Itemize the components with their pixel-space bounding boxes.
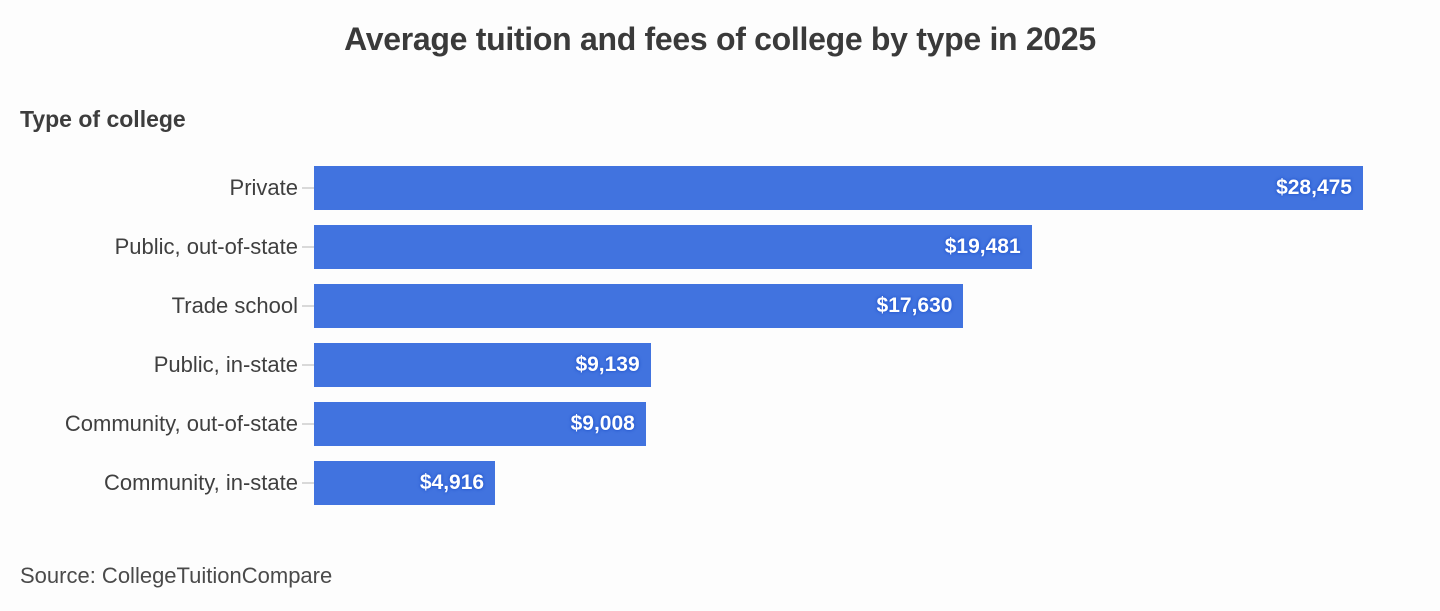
category-label: Public, out-of-state <box>114 234 298 259</box>
value-label: $9,139 <box>575 353 640 376</box>
category-label: Private <box>229 175 298 200</box>
bar: $9,139 <box>314 343 651 387</box>
y-axis-title: Type of college <box>20 106 186 132</box>
bar: $9,008 <box>314 402 646 446</box>
chart-row: Community, out-of-state $9,008 <box>0 402 1440 446</box>
bar: $19,481 <box>314 225 1032 269</box>
chart-title: Average tuition and fees of college by t… <box>344 21 1096 57</box>
bar-track: $19,481 <box>314 225 1363 269</box>
plot-area: Private $28,475 Public, out-of-state $19… <box>0 166 1440 505</box>
bar-track: $9,008 <box>314 402 1363 446</box>
bar-track: $17,630 <box>314 284 1363 328</box>
category-label: Public, in-state <box>153 352 298 377</box>
axis-tick <box>302 305 314 307</box>
axis-tick <box>302 187 314 189</box>
axis-tick <box>302 482 314 484</box>
chart-row: Private $28,475 <box>0 166 1440 210</box>
value-label: $17,630 <box>876 294 953 317</box>
chart-row: Trade school $17,630 <box>0 284 1440 328</box>
bar-track: $4,916 <box>314 461 1363 505</box>
bar: $4,916 <box>314 461 496 505</box>
chart-row: Community, in-state $4,916 <box>0 461 1440 505</box>
value-label: $9,008 <box>570 412 635 435</box>
bar: $28,475 <box>314 166 1363 210</box>
category-label: Community, out-of-state <box>64 411 298 436</box>
bar-track: $28,475 <box>314 166 1363 210</box>
axis-tick <box>302 423 314 425</box>
value-label: $28,475 <box>1276 176 1352 199</box>
category-label: Trade school <box>171 293 298 318</box>
chart-row: Public, in-state $9,139 <box>0 343 1440 387</box>
chart-row: Public, out-of-state $19,481 <box>0 225 1440 269</box>
axis-tick <box>302 364 314 366</box>
category-label: Community, in-state <box>104 470 298 495</box>
source-note: Source: CollegeTuitionCompare <box>20 563 333 588</box>
value-label: $19,481 <box>944 235 1021 258</box>
bar: $17,630 <box>314 284 964 328</box>
bar-track: $9,139 <box>314 343 1363 387</box>
value-label: $4,916 <box>419 471 485 494</box>
axis-tick <box>302 246 314 248</box>
